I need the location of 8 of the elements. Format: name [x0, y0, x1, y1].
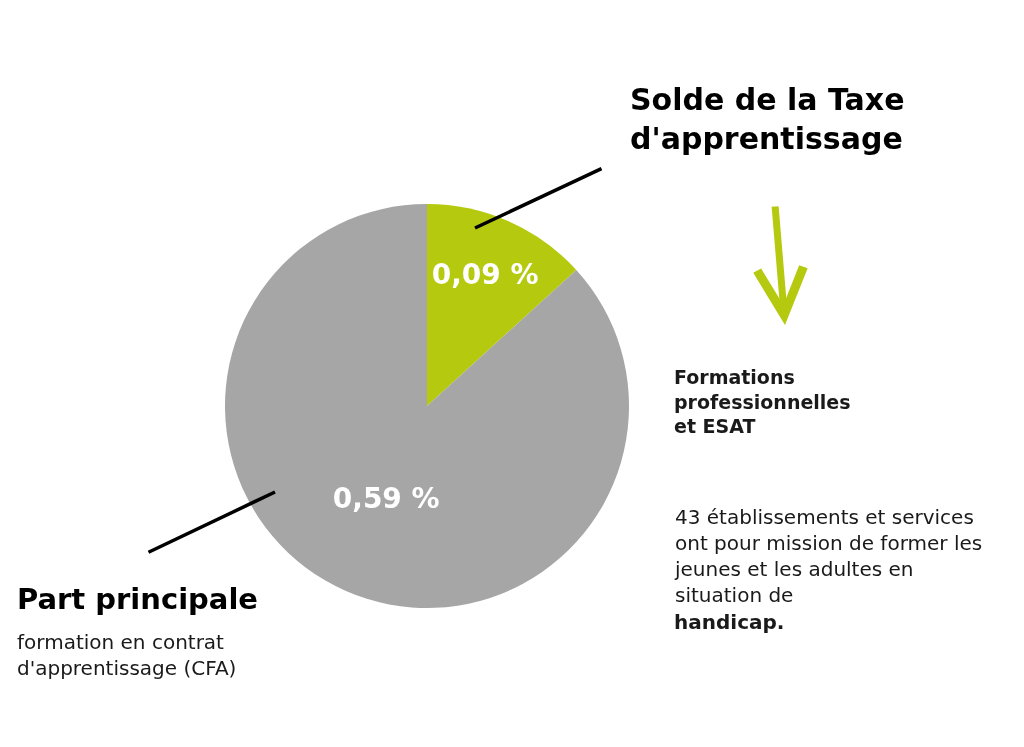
slice-label: Solde de la Taxe d'apprentissage [630, 82, 905, 156]
text: Formations professionnelles et ESAT [674, 366, 851, 438]
data-label: 0,09 % [431, 257, 539, 291]
pie-slice [427, 204, 577, 406]
text: handicap. [674, 610, 785, 634]
slice-label: Part principale [17, 582, 259, 616]
text: formation en contrat d'apprentissage (CFA) [17, 630, 237, 680]
data-label: 0,59 % [332, 481, 440, 515]
